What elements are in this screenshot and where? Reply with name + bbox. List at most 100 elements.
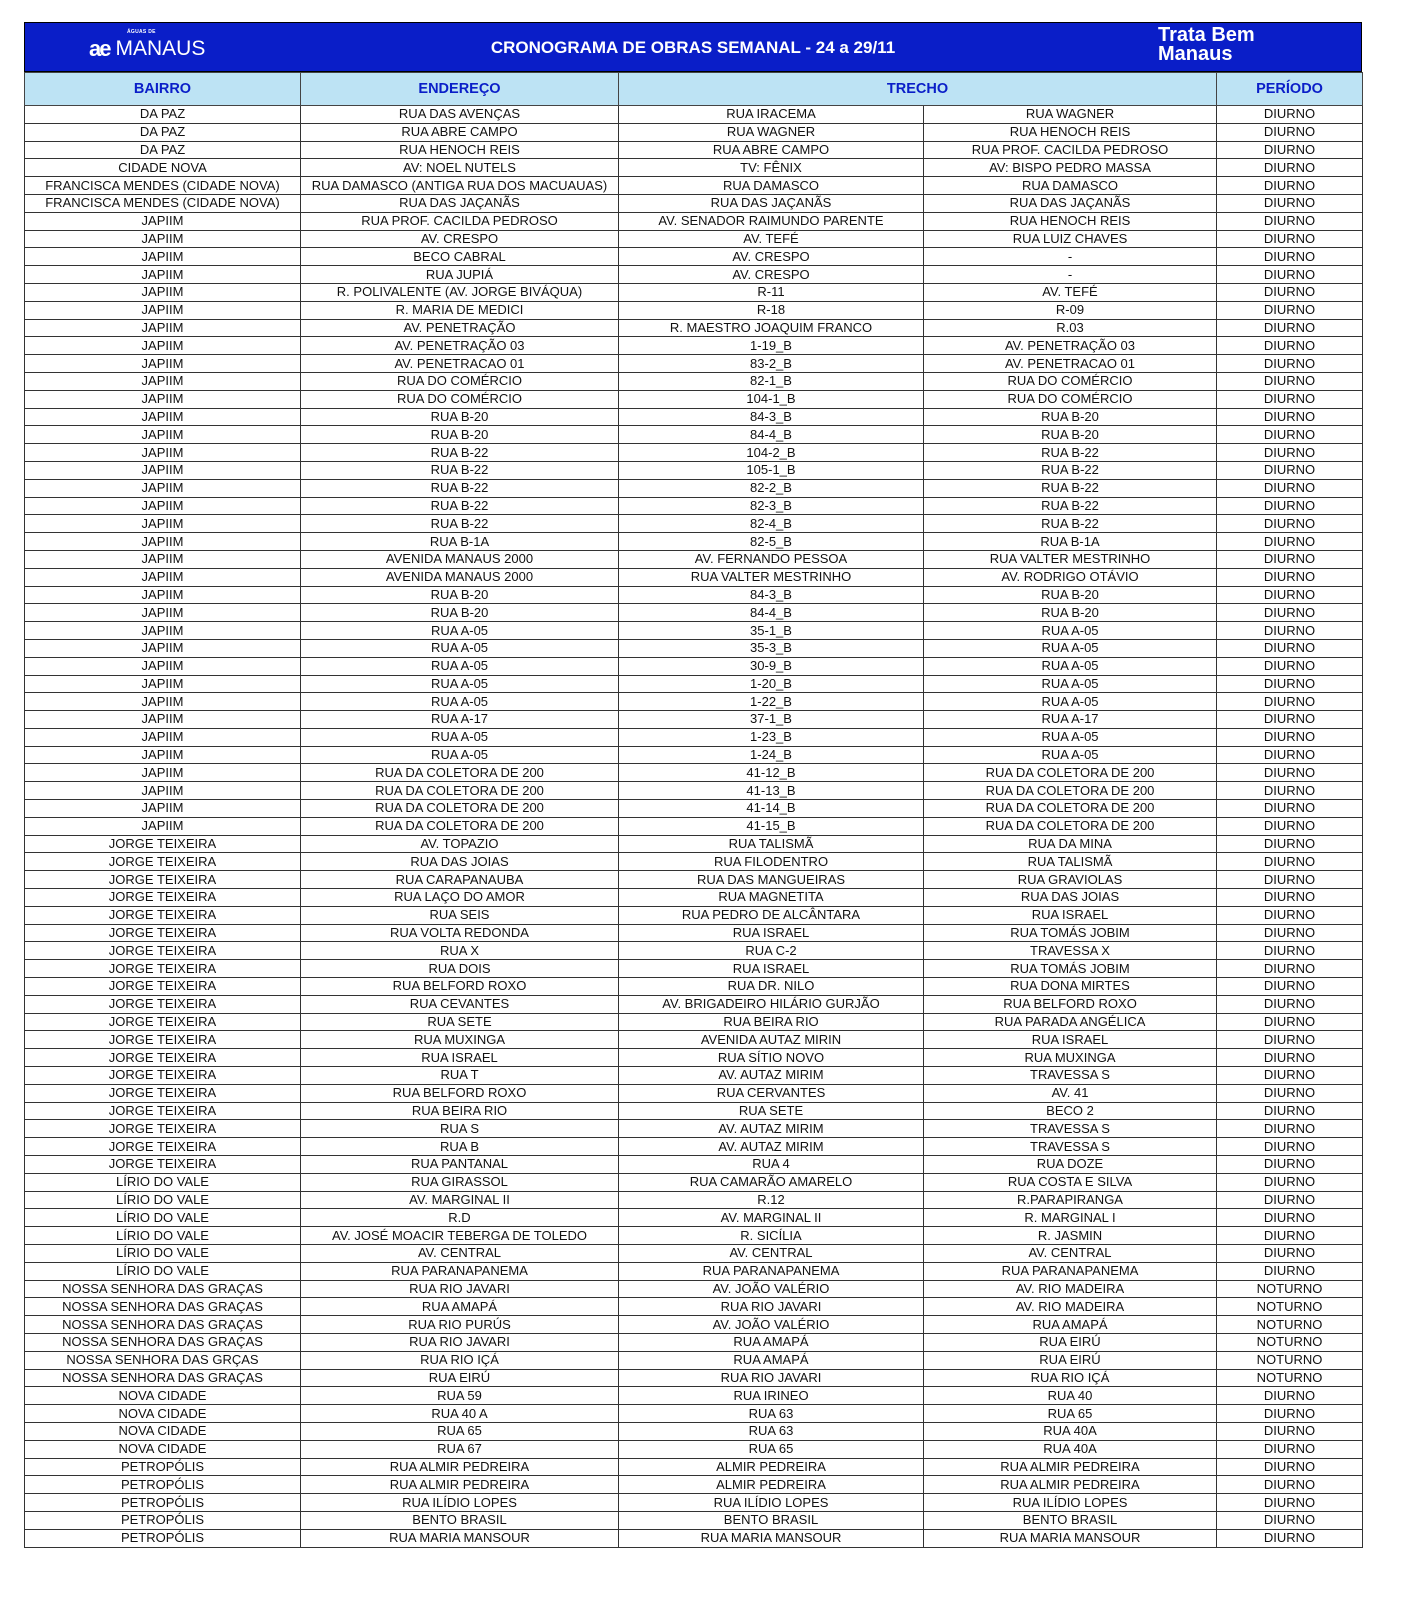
cell-bairro: PETROPÓLIS <box>24 1493 301 1512</box>
cell-bairro: DA PAZ <box>24 105 301 124</box>
cell-bairro: JAPIIM <box>24 300 301 320</box>
cell-trecho-to: RUA MARIA MANSOUR <box>922 1528 1218 1548</box>
cell-periodo: DIURNO <box>1216 888 1364 907</box>
table-row: JAPIIM RUA B-22 82-2_B RUA B-22 DIURNO <box>24 478 1364 498</box>
cell-trecho-from: 41-14_B <box>618 799 924 818</box>
cell-endereco: RUA ISRAEL <box>300 1048 619 1068</box>
cell-trecho-from: RUA PEDRO DE ALCÂNTARA <box>618 905 924 925</box>
cell-endereco: RUA MUXINGA <box>300 1030 619 1050</box>
cell-bairro: JAPIIM <box>24 514 301 534</box>
cell-bairro: JORGE TEIXEIRA <box>24 1101 301 1121</box>
cell-endereco: RUA PANTANAL <box>300 1155 619 1174</box>
cell-endereco: RUA BELFORD ROXO <box>300 1083 619 1103</box>
cell-bairro: JAPIIM <box>24 371 301 391</box>
table-row: JAPIIM R. POLIVALENTE (AV. JORGE BIVÁQUA)… <box>24 282 1364 302</box>
cell-periodo: NOTURNO <box>1216 1368 1364 1388</box>
table-row: JAPIIM RUA B-22 82-4_B RUA B-22 DIURNO <box>24 514 1364 534</box>
cell-trecho-to: R. MARGINAL I <box>922 1208 1218 1228</box>
cell-bairro: JORGE TEIXEIRA <box>24 941 301 961</box>
table-row: NOVA CIDADE RUA 65 RUA 63 RUA 40A DIURNO <box>24 1421 1364 1441</box>
cell-bairro: JORGE TEIXEIRA <box>24 905 301 925</box>
table-row: PETROPÓLIS RUA ALMIR PEDREIRA ALMIR PEDREI… <box>24 1475 1364 1495</box>
table-row: JORGE TEIXEIRA RUA T AV. AUTAZ MIRIM TRAVES… <box>24 1066 1364 1085</box>
cell-trecho-from: R-11 <box>618 282 924 302</box>
cell-trecho-to: RUA A-05 <box>922 656 1218 676</box>
cell-trecho-to: RUA B-22 <box>922 443 1218 462</box>
table-row: JAPIIM R. MARIA DE MEDICI R-18 R-09 DIURNO <box>24 300 1364 320</box>
cell-bairro: JAPIIM <box>24 318 301 338</box>
cell-endereco: RUA PROF. CACILDA PEDROSO <box>300 211 619 231</box>
cell-endereco: RUA EIRÚ <box>300 1368 619 1388</box>
cell-trecho-to: TRAVESSA S <box>922 1066 1218 1085</box>
cell-bairro: JORGE TEIXEIRA <box>24 977 301 996</box>
cell-trecho-from: RUA RIO JAVARI <box>618 1297 924 1317</box>
cell-endereco: RUA DA COLETORA DE 200 <box>300 763 619 783</box>
cell-endereco: RUA DAMASCO (ANTIGA RUA DOS MACUAUAS) <box>300 176 619 195</box>
table-row: PETROPÓLIS RUA ALMIR PEDREIRA ALMIR PEDREI… <box>24 1457 1364 1477</box>
cell-trecho-to: AV. 41 <box>922 1083 1218 1103</box>
cell-trecho-to: RUA A-05 <box>922 674 1218 694</box>
table-row: JAPIIM RUA DA COLETORA DE 200 41-14_B RUA D… <box>24 799 1364 818</box>
cell-endereco: RUA A-05 <box>300 656 619 676</box>
cell-endereco: RUA B-22 <box>300 514 619 534</box>
cell-endereco: RUA A-05 <box>300 674 619 694</box>
cell-endereco: RUA 67 <box>300 1439 619 1459</box>
table-row: JORGE TEIXEIRA RUA S AV. AUTAZ MIRIM TRAVES… <box>24 1119 1364 1139</box>
cell-trecho-from: 1-23_B <box>618 727 924 747</box>
cell-periodo: DIURNO <box>1216 799 1364 818</box>
cell-trecho-from: RUA CAMARÃO AMARELO <box>618 1172 924 1192</box>
cell-bairro: PETROPÓLIS <box>24 1510 301 1530</box>
cell-periodo: DIURNO <box>1216 834 1364 854</box>
cell-bairro: JAPIIM <box>24 781 301 801</box>
cell-bairro: JAPIIM <box>24 674 301 694</box>
cell-trecho-from: R. SICÍLIA <box>618 1226 924 1245</box>
cell-periodo: DIURNO <box>1216 443 1364 462</box>
cell-endereco: RUA 40 A <box>300 1404 619 1423</box>
cell-periodo: DIURNO <box>1216 674 1364 694</box>
cell-periodo: DIURNO <box>1216 105 1364 124</box>
table-row: JAPIIM RUA A-05 30-9_B RUA A-05 DIURNO <box>24 656 1364 676</box>
cell-endereco: RUA CARAPANAUBA <box>300 870 619 890</box>
cell-trecho-from: AV. JOÃO VALÉRIO <box>618 1315 924 1334</box>
table-row: LÍRIO DO VALE AV. MARGINAL II R.12 R.PARAPI… <box>24 1190 1364 1210</box>
column-header-trecho: TRECHO <box>617 72 1218 106</box>
table-row: JAPIIM RUA B-20 84-4_B RUA B-20 DIURNO <box>24 425 1364 445</box>
cell-endereco: RUA ALMIR PEDREIRA <box>300 1475 619 1495</box>
table-row: DA PAZ RUA ABRE CAMPO RUA WAGNER RUA HENOCH… <box>24 122 1364 142</box>
cell-endereco: RUA B-1A <box>300 532 619 551</box>
cell-trecho-from: RUA MAGNETITA <box>618 888 924 907</box>
cell-periodo: DIURNO <box>1216 656 1364 676</box>
table-row: JAPIIM RUA B-20 84-3_B RUA B-20 DIURNO <box>24 585 1364 605</box>
cell-trecho-to: RUA B-22 <box>922 478 1218 498</box>
cell-periodo: DIURNO <box>1216 710 1364 729</box>
table-row: JAPIIM RUA A-05 1-20_B RUA A-05 DIURNO <box>24 674 1364 694</box>
cell-trecho-to: RUA EIRÚ <box>922 1332 1218 1352</box>
cell-periodo: DIURNO <box>1216 265 1364 284</box>
cell-endereco: RUA DO COMÉRCIO <box>300 371 619 391</box>
cell-bairro: FRANCISCA MENDES (CIDADE NOVA) <box>24 176 301 195</box>
cell-endereco: AV. MARGINAL II <box>300 1190 619 1210</box>
cell-trecho-from: R. MAESTRO JOAQUIM FRANCO <box>618 318 924 338</box>
cell-endereco: RUA X <box>300 941 619 961</box>
column-header-periodo: PERÍODO <box>1216 72 1364 106</box>
cell-bairro: LÍRIO DO VALE <box>24 1244 301 1263</box>
cell-trecho-to: RUA PARANAPANEMA <box>922 1261 1218 1281</box>
table-row: NOVA CIDADE RUA 59 RUA IRINEO RUA 40 DIURNO <box>24 1386 1364 1406</box>
table-row: JAPIIM RUA A-05 1-22_B RUA A-05 DIURNO <box>24 692 1364 712</box>
table-row: JAPIIM RUA DA COLETORA DE 200 41-15_B RUA D… <box>24 816 1364 836</box>
cell-trecho-from: 1-19_B <box>618 336 924 356</box>
table-row: JAPIIM RUA DO COMÉRCIO 82-1_B RUA DO COMÉRC… <box>24 371 1364 391</box>
cell-endereco: RUA PARANAPANEMA <box>300 1261 619 1281</box>
cell-bairro: JAPIIM <box>24 478 301 498</box>
cell-periodo: DIURNO <box>1216 229 1364 249</box>
cell-trecho-from: R-18 <box>618 300 924 320</box>
table-row: JORGE TEIXEIRA RUA BEIRA RIO RUA SETE BECO … <box>24 1101 1364 1121</box>
table-row: JAPIIM RUA DA COLETORA DE 200 41-12_B RUA D… <box>24 763 1364 783</box>
table-row: JAPIIM AVENIDA MANAUS 2000 RUA VALTER MEST… <box>24 567 1364 587</box>
table-row: JORGE TEIXEIRA RUA PANTANAL RUA 4 RUA DOZE D… <box>24 1155 1364 1174</box>
cell-trecho-from: 37-1_B <box>618 710 924 729</box>
cell-bairro: NOSSA SENHORA DAS GRAÇAS <box>24 1315 301 1334</box>
cell-bairro: JORGE TEIXEIRA <box>24 1048 301 1068</box>
cell-trecho-from: 104-1_B <box>618 389 924 409</box>
cell-bairro: NOSSA SENHORA DAS GRÇAS <box>24 1350 301 1370</box>
